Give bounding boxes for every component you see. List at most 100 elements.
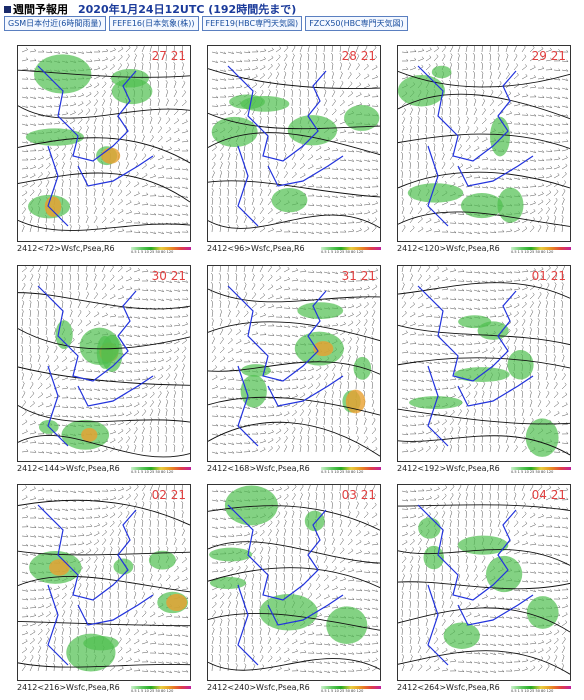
precip-area [526, 596, 559, 629]
heavy-precip [345, 389, 366, 414]
map-caption: 2412<240>Wsfc,Psea,R6 [207, 683, 310, 692]
weather-map: 29 21 [397, 45, 571, 242]
map-panel: 27 21 2412<72>Wsfc,Psea,R6 0.5 1 5 10 25 5… [17, 45, 191, 254]
isobar [398, 581, 570, 590]
colorbar: 0.5 1 5 10 25 50 80 120 [321, 467, 381, 476]
precip-area [209, 576, 247, 590]
header: 週間予報用 2020年1月24日12UTC (192時間先まで) [4, 1, 296, 17]
isobar [18, 69, 190, 78]
map-caption-row: 2412<168>Wsfc,Psea,R6 0.5 1 5 10 25 50 80… [207, 464, 381, 476]
colorbar-labels: 0.5 1 5 10 25 50 80 120 [511, 689, 554, 693]
isobar [398, 93, 570, 120]
isobar [208, 612, 380, 631]
map-caption-row: 2412<144>Wsfc,Psea,R6 0.5 1 5 10 25 50 80… [17, 464, 191, 474]
map-caption-row: 2412<216>Wsfc,Psea,R6 0.5 1 5 10 25 50 80… [17, 683, 191, 693]
coastline [227, 504, 344, 666]
precip-area [443, 622, 480, 649]
isobar [398, 324, 570, 346]
precip-area [297, 302, 344, 320]
colorbar-labels: 0.5 1 5 10 25 50 80 120 [321, 689, 364, 693]
coastline [417, 65, 534, 227]
map-panel: 02 21 2412<216>Wsfc,Psea,R6 0.5 1 5 10 25 … [17, 484, 191, 693]
isobar [398, 408, 570, 425]
map-panel: 03 21 2412<240>Wsfc,Psea,R6 0.5 1 5 10 25 … [207, 484, 381, 693]
map-caption: 2412<216>Wsfc,Psea,R6 [17, 683, 120, 692]
nav-tab[interactable]: FEFE19(HBC専門天気図) [201, 16, 303, 31]
colorbar-gradient [511, 247, 571, 250]
isobar [208, 68, 380, 89]
isobar [398, 211, 570, 227]
coastline [227, 285, 344, 447]
map-caption: 2412<120>Wsfc,Psea,R6 [397, 244, 500, 253]
map-caption: 2412<264>Wsfc,Psea,R6 [397, 683, 500, 692]
isobar [398, 549, 570, 566]
map-panel: 29 21 2412<120>Wsfc,Psea,R6 0.5 1 5 10 25 … [397, 45, 571, 254]
colorbar-labels: 0.5 1 5 10 25 50 80 120 [131, 250, 174, 254]
forecast-date: 27 21 [152, 49, 186, 63]
isobar [208, 112, 380, 130]
precip-area [490, 116, 510, 157]
isobar [398, 504, 570, 512]
map-caption: 2412<192>Wsfc,Psea,R6 [397, 464, 500, 473]
map-caption: 2412<168>Wsfc,Psea,R6 [207, 464, 310, 473]
isobar [18, 219, 190, 231]
header-date: 2020年1月24日12UTC (192時間先まで) [78, 3, 297, 16]
isobar [208, 541, 380, 564]
isobar [18, 172, 190, 203]
isobar [208, 288, 380, 303]
isobar [398, 435, 570, 456]
isobar [398, 133, 570, 149]
coastline [227, 65, 344, 227]
precip-area [407, 183, 464, 203]
isobar [18, 550, 190, 556]
map-caption-row: 2412<96>Wsfc,Psea,R6 0.5 1 5 10 25 50 80 … [207, 244, 381, 254]
colorbar: 0.5 1 5 10 25 50 80 120 [511, 467, 571, 476]
heavy-precip [81, 427, 98, 442]
coastline [417, 285, 534, 447]
nav-tab[interactable]: GSM日本付近(6時間雨量) [4, 16, 106, 31]
isobar [398, 650, 570, 675]
isobar [208, 567, 380, 589]
colorbar: 0.5 1 5 10 25 50 80 120 [131, 247, 191, 256]
forecast-date: 04 21 [532, 488, 566, 502]
map-caption: 2412<144>Wsfc,Psea,R6 [17, 464, 120, 473]
precip-area [271, 187, 308, 213]
weather-map: 01 21 [397, 265, 571, 462]
isobar [18, 292, 190, 310]
page-title: 週間予報用 [13, 3, 68, 16]
precip-area [287, 115, 338, 146]
precip-area [240, 374, 267, 408]
isobar [18, 499, 190, 526]
forecast-date: 01 21 [532, 269, 566, 283]
forecast-date: 29 21 [532, 49, 566, 63]
precip-area [431, 65, 452, 79]
isobar [18, 576, 190, 593]
coastline [417, 504, 534, 666]
colorbar-gradient [131, 686, 191, 689]
isobar [18, 366, 190, 386]
precip-area [111, 78, 153, 105]
map-panel: 01 21 2412<192>Wsfc,Psea,R6 0.5 1 5 10 25 … [397, 265, 571, 474]
precip-area [101, 334, 123, 373]
precip-area [148, 550, 176, 570]
precip-area [398, 74, 445, 107]
coastline [37, 504, 154, 666]
wind-barbs [21, 485, 189, 674]
isobar [208, 396, 380, 416]
map-caption: 2412<72>Wsfc,Psea,R6 [17, 244, 115, 253]
isobar [208, 321, 380, 342]
nav-tab[interactable]: FEFE16(日本気象(株)) [108, 16, 199, 31]
isobar [208, 361, 380, 375]
colorbar-gradient [321, 686, 381, 689]
nav-tab[interactable]: FZCX50(HBC専門天気図) [305, 16, 408, 31]
coastline [37, 65, 154, 227]
colorbar: 0.5 1 5 10 25 50 80 120 [511, 247, 571, 256]
weather-map: 27 21 [17, 45, 191, 242]
forecast-date: 28 21 [342, 49, 376, 63]
heavy-precip [166, 593, 188, 612]
isobar [208, 180, 380, 198]
isobar [398, 607, 570, 633]
map-panel: 28 21 2412<96>Wsfc,Psea,R6 0.5 1 5 10 25 5… [207, 45, 381, 254]
precip-area [113, 558, 134, 575]
